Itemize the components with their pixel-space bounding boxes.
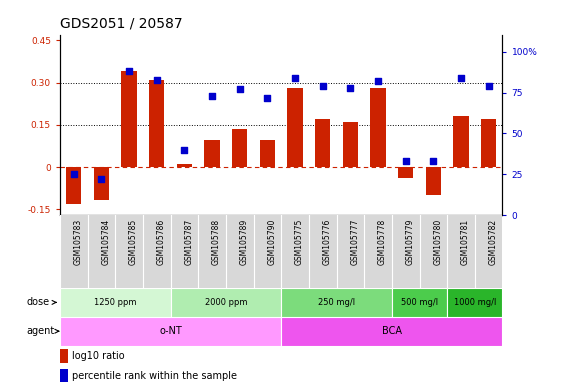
Text: GSM105784: GSM105784 [102, 219, 110, 265]
Text: 2000 ppm: 2000 ppm [204, 298, 247, 307]
Text: GSM105778: GSM105778 [378, 219, 387, 265]
Text: GSM105781: GSM105781 [461, 219, 470, 265]
Text: o-NT: o-NT [159, 326, 182, 336]
Point [346, 84, 355, 91]
Text: GSM105790: GSM105790 [267, 219, 276, 265]
Text: dose: dose [27, 297, 56, 308]
Text: GSM105777: GSM105777 [351, 219, 359, 265]
Bar [260, 140, 275, 167]
Bar [282, 317, 502, 346]
Bar [287, 88, 303, 167]
Bar [453, 116, 469, 167]
Text: GSM105782: GSM105782 [489, 219, 498, 265]
Point [124, 68, 134, 74]
Text: 250 mg/l: 250 mg/l [318, 298, 355, 307]
Text: agent: agent [27, 326, 59, 336]
Bar [122, 71, 136, 167]
Point [484, 83, 493, 89]
Text: GDS2051 / 20587: GDS2051 / 20587 [60, 17, 183, 31]
Point [318, 83, 327, 89]
Bar [426, 167, 441, 195]
Text: GSM105788: GSM105788 [212, 219, 221, 265]
Bar [315, 119, 330, 167]
Point [401, 158, 410, 164]
Text: 500 mg/l: 500 mg/l [401, 298, 438, 307]
Point [69, 171, 78, 177]
Bar [60, 349, 68, 363]
Text: GSM105779: GSM105779 [405, 219, 415, 265]
Bar [447, 288, 502, 317]
Text: percentile rank within the sample: percentile rank within the sample [73, 371, 238, 381]
Text: GSM105776: GSM105776 [323, 219, 332, 265]
Text: GSM105786: GSM105786 [157, 219, 166, 265]
Bar [94, 167, 109, 200]
Point [235, 86, 244, 93]
Point [97, 176, 106, 182]
Bar [149, 80, 164, 167]
Bar [171, 288, 282, 317]
Text: BCA: BCA [382, 326, 402, 336]
Bar [66, 167, 82, 204]
Bar [177, 164, 192, 167]
Point [180, 147, 189, 153]
Bar [343, 122, 358, 167]
Text: GSM105789: GSM105789 [240, 219, 249, 265]
Text: 1250 ppm: 1250 ppm [94, 298, 136, 307]
Point [291, 75, 300, 81]
Bar [60, 288, 171, 317]
Bar [204, 140, 220, 167]
Text: GSM105775: GSM105775 [295, 219, 304, 265]
Point [152, 76, 162, 83]
Bar [232, 129, 247, 167]
Text: GSM105780: GSM105780 [433, 219, 443, 265]
Bar [371, 88, 385, 167]
Bar [392, 288, 447, 317]
Bar [60, 369, 68, 382]
Bar [481, 119, 496, 167]
Text: GSM105783: GSM105783 [74, 219, 83, 265]
Point [429, 158, 438, 164]
Text: GSM105787: GSM105787 [184, 219, 194, 265]
Text: 1000 mg/l: 1000 mg/l [453, 298, 496, 307]
Point [207, 93, 216, 99]
Point [373, 78, 383, 84]
Text: log10 ratio: log10 ratio [73, 351, 125, 361]
Point [456, 75, 465, 81]
Text: GSM105785: GSM105785 [129, 219, 138, 265]
Point [263, 94, 272, 101]
Bar [282, 288, 392, 317]
Bar [60, 317, 282, 346]
Bar [398, 167, 413, 179]
